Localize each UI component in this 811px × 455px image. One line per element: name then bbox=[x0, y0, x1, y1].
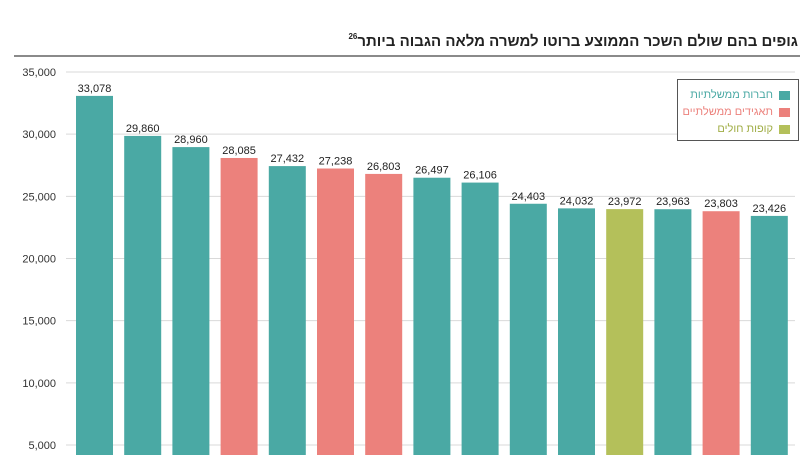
bar bbox=[268, 166, 306, 455]
title-rule bbox=[14, 55, 800, 57]
bar bbox=[413, 177, 451, 455]
y-tick-label: 15,000 bbox=[22, 316, 56, 328]
bar-value-label: 24,403 bbox=[511, 191, 545, 203]
bar-value-label: 23,963 bbox=[656, 196, 690, 208]
bar-value-label: 26,497 bbox=[415, 165, 449, 177]
bar bbox=[654, 209, 692, 455]
bar-value-label: 28,960 bbox=[174, 134, 208, 146]
bar-value-label: 33,078 bbox=[78, 83, 112, 95]
y-tick-label: 10,000 bbox=[22, 378, 56, 390]
bar-value-label: 29,860 bbox=[126, 123, 160, 135]
bar-value-label: 26,106 bbox=[463, 170, 497, 182]
chart-title-text: גופים בהם שולם השכר הממוצע ברוטו למשרה מ… bbox=[357, 33, 798, 50]
bar bbox=[606, 209, 644, 455]
bar bbox=[558, 208, 595, 455]
legend-swatch-government-companies bbox=[779, 90, 790, 100]
bar bbox=[317, 168, 354, 455]
bar-value-label: 28,085 bbox=[222, 145, 256, 157]
bar-value-label: 26,803 bbox=[367, 161, 401, 173]
chart-title: גופים בהם שולם השכר הממוצע ברוטו למשרה מ… bbox=[348, 32, 798, 50]
legend-label: קופות חולים bbox=[717, 123, 773, 135]
y-tick-label: 20,000 bbox=[22, 254, 56, 266]
bar bbox=[124, 135, 162, 455]
bar-value-label: 27,238 bbox=[319, 156, 353, 168]
y-tick-label: 5,000 bbox=[28, 440, 56, 452]
bar-value-label: 23,972 bbox=[608, 196, 642, 208]
y-tick-label: 25,000 bbox=[22, 191, 56, 203]
bar bbox=[461, 182, 499, 455]
legend-item-government-corporations: תאגידים ממשלתיים bbox=[683, 106, 790, 118]
bar-value-label: 24,032 bbox=[560, 195, 594, 207]
legend-item-health-funds: קופות חולים bbox=[717, 123, 790, 135]
y-tick-label: 35,000 bbox=[22, 67, 56, 79]
legend-item-government-companies: חברות ממשלתיות bbox=[690, 89, 790, 101]
legend-label: חברות ממשלתיות bbox=[690, 89, 773, 101]
bar bbox=[750, 215, 788, 455]
legend-swatch-government-corporations bbox=[779, 107, 790, 117]
y-tick-label: 30,000 bbox=[22, 129, 56, 141]
bar-value-label: 23,426 bbox=[752, 203, 786, 215]
bar bbox=[702, 211, 740, 455]
bar bbox=[220, 157, 258, 455]
bar-value-label: 23,803 bbox=[704, 198, 738, 210]
legend-swatch-health-funds bbox=[779, 124, 790, 134]
legend-label: תאגידים ממשלתיים bbox=[682, 106, 773, 118]
bar bbox=[365, 173, 403, 455]
bar bbox=[172, 147, 210, 455]
bar bbox=[509, 203, 547, 455]
title-footnote: 26 bbox=[348, 32, 358, 41]
bar-value-label: 27,432 bbox=[270, 153, 304, 165]
bar bbox=[76, 95, 113, 455]
legend: חברות ממשלתיות תאגידים ממשלתיים קופות חו… bbox=[677, 79, 799, 141]
